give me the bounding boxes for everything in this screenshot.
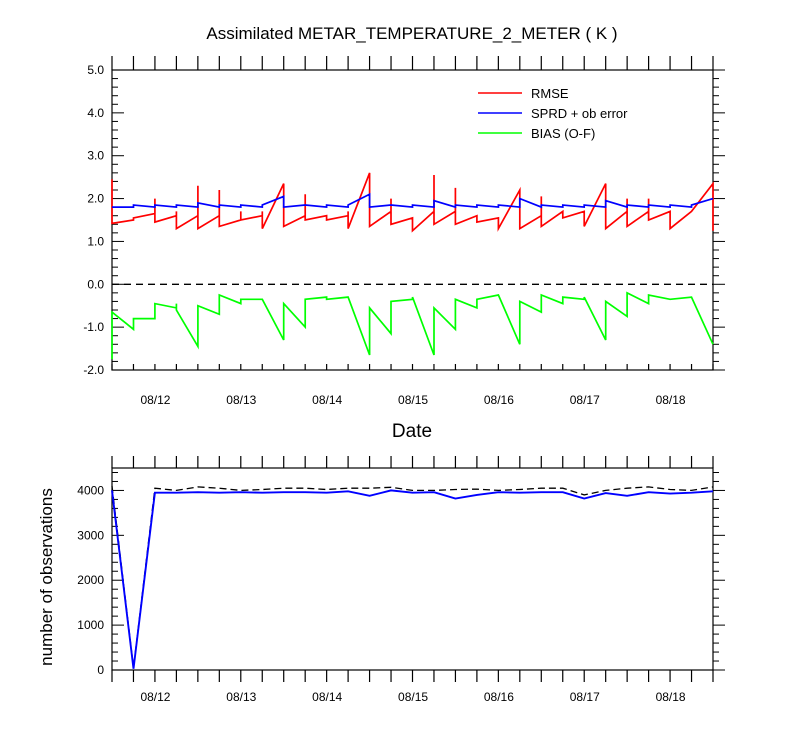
bottom-y-tick-label: 0 [97,663,104,677]
series-line-rmse [111,172,714,233]
top-x-tick-label: 08/13 [226,393,256,407]
x-axis-label: Date [392,421,432,442]
bottom-y-tick-label: 1000 [77,618,104,632]
series-line-observations-assimilated [111,489,714,669]
top-y-tick-label: 2.0 [87,192,104,206]
bottom-y-tick-label: 2000 [77,573,104,587]
top-y-tick-label: 3.0 [87,149,104,163]
bottom-series-group [111,485,714,669]
bottom-x-tick-label: 08/16 [484,690,514,704]
top-x-tick-label: 08/18 [656,393,686,407]
top-axis-ticks [111,56,725,371]
top-x-tick-label: 08/15 [398,393,428,407]
legend-label-spread: SPRD + ob error [531,106,628,121]
legend-label-rmse: RMSE [531,86,569,101]
top-x-tick-labels: 08/12 08/13 08/14 08/15 08/16 08/17 08/18 [140,393,685,407]
bottom-y-tick-label: 3000 [77,528,104,542]
top-y-tick-label: 4.0 [87,106,104,120]
series-line-bias-o-f [111,291,714,360]
top-y-tick-labels: -2.0 -1.0 0.0 1.0 2.0 3.0 4.0 5.0 [83,63,104,377]
top-y-tick-label: -2.0 [83,363,104,377]
bottom-x-tick-label: 08/14 [312,690,342,704]
bottom-x-tick-label: 08/12 [140,690,170,704]
top-y-tick-label: 1.0 [87,234,104,248]
bottom-y-tick-labels: 0 1000 2000 3000 4000 [77,483,104,677]
bottom-x-tick-labels: 08/12 08/13 08/14 08/15 08/16 08/17 08/18 [140,690,685,704]
bottom-plot-frame [111,467,714,671]
bottom-x-tick-label: 08/17 [570,690,600,704]
series-line-observations-possible [111,485,714,668]
top-x-tick-label: 08/12 [140,393,170,407]
series-line-sprd-ob-error [112,192,714,209]
bottom-x-tick-label: 08/15 [398,690,428,704]
legend-label-bias: BIAS (O-F) [531,126,595,141]
chart-title: Assimilated METAR_TEMPERATURE_2_METER ( … [206,24,617,43]
bottom-axis-ticks [111,456,725,682]
top-x-tick-label: 08/17 [570,393,600,407]
top-y-tick-label: 5.0 [87,63,104,77]
y-axis-label-observations: number of observations [37,488,56,666]
bottom-y-tick-label: 4000 [77,483,104,497]
top-y-tick-label: -1.0 [83,320,104,334]
top-x-tick-label: 08/14 [312,393,342,407]
bottom-x-tick-label: 08/18 [656,690,686,704]
top-series-group [111,172,714,360]
bottom-x-tick-label: 08/13 [226,690,256,704]
top-y-tick-label: 0.0 [87,277,104,291]
top-x-tick-label: 08/16 [484,393,514,407]
legend: RMSE SPRD + ob error BIAS (O-F) [478,86,628,141]
